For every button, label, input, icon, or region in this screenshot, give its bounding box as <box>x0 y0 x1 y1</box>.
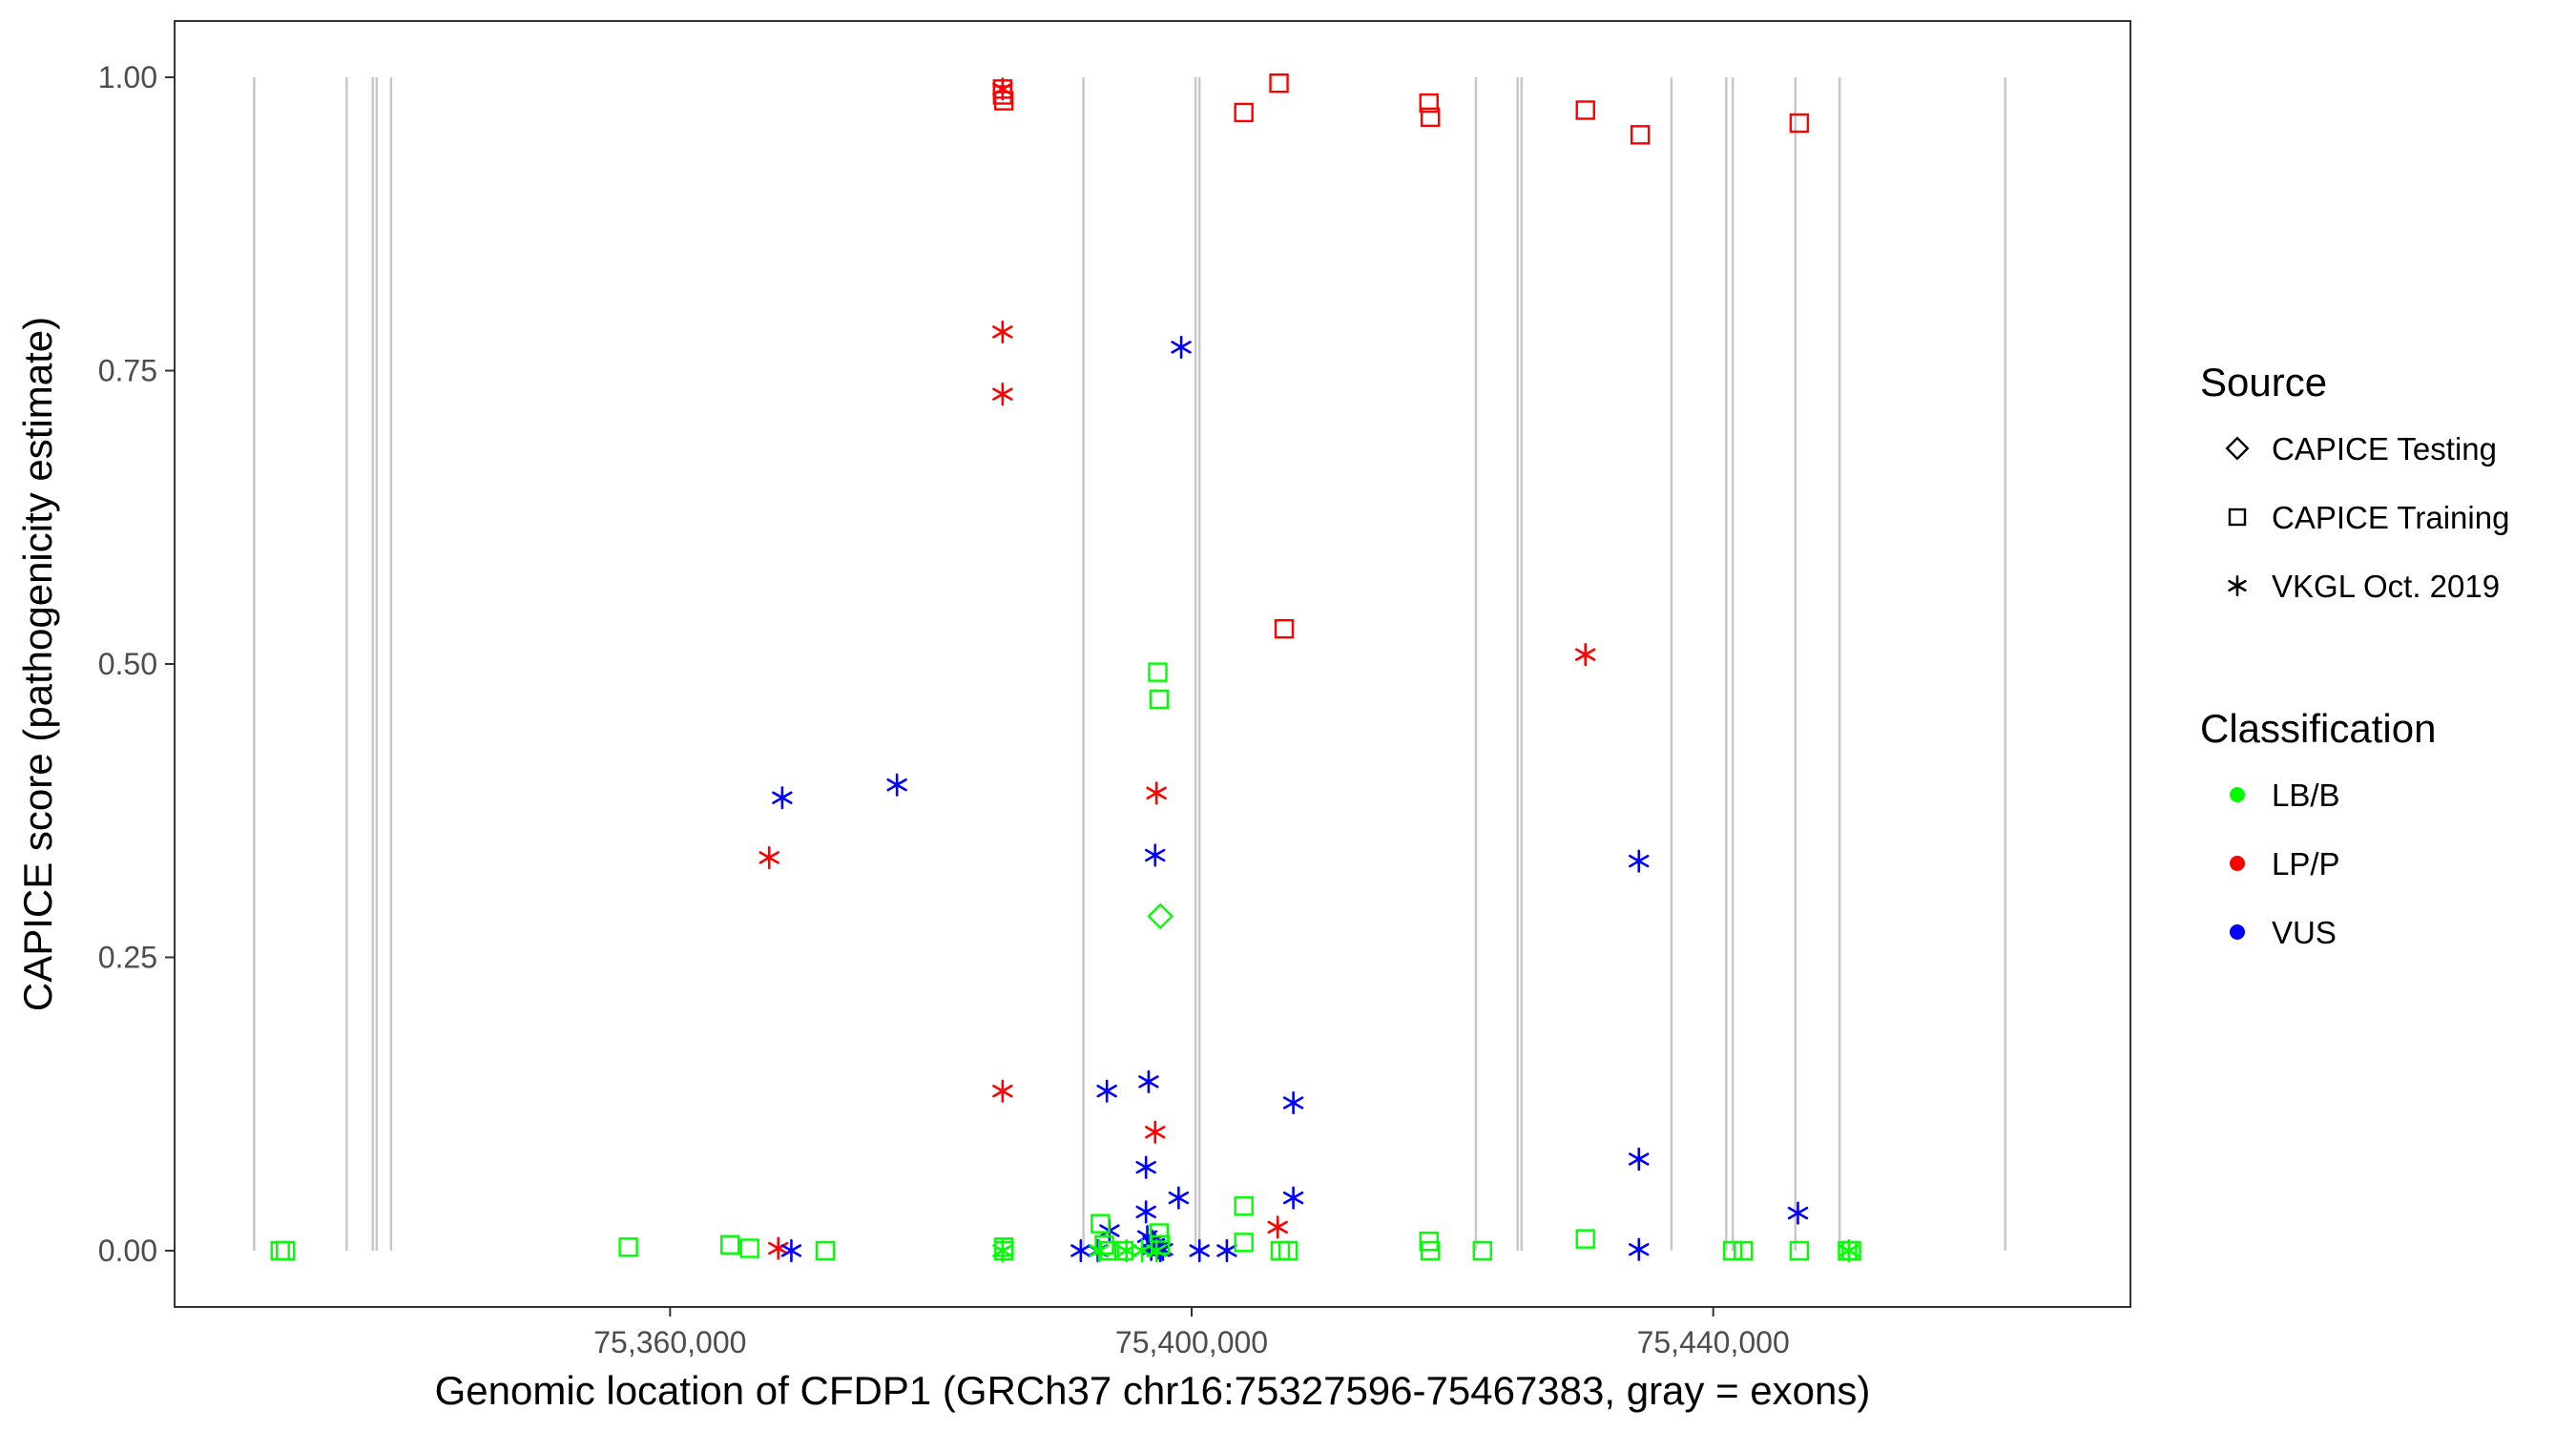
data-point <box>1575 643 1596 667</box>
legend-label: LP/P <box>2272 846 2340 881</box>
data-point <box>772 786 793 810</box>
data-point <box>1216 1238 1237 1263</box>
data-point <box>992 320 1013 344</box>
legend-key-square <box>2228 508 2247 527</box>
legend-key-dot <box>2230 924 2245 940</box>
legend-label: VUS <box>2272 915 2337 950</box>
data-point <box>1096 1079 1117 1103</box>
data-point <box>1282 1186 1304 1210</box>
x-tick-label: 75,360,000 <box>593 1325 746 1359</box>
data-point <box>992 383 1013 406</box>
data-point <box>886 773 907 797</box>
legend-key-dot <box>2230 787 2245 802</box>
data-point <box>1234 102 1254 123</box>
data-point <box>815 1240 836 1261</box>
data-point <box>1789 1240 1810 1261</box>
data-point <box>1147 902 1174 930</box>
data-point <box>1113 1240 1134 1261</box>
legend-key-asterisk <box>2228 575 2247 596</box>
legend: Source CAPICE Testing CAPICE Training VKGL … <box>2200 360 2509 950</box>
data-point <box>1089 1238 1110 1263</box>
legend-label: VKGL Oct. 2019 <box>2272 569 2500 604</box>
data-point <box>992 77 1013 101</box>
y-tick-label: 1.00 <box>98 60 157 94</box>
data-point <box>1278 1240 1298 1261</box>
legend-label: LB/B <box>2272 778 2340 813</box>
legend-title-source: Source <box>2200 360 2327 404</box>
data-point <box>1269 73 1289 93</box>
legend-title-classification: Classification <box>2200 706 2436 751</box>
data-point <box>1472 1240 1492 1261</box>
exon-lines <box>253 77 2007 1251</box>
data-point <box>618 1237 638 1257</box>
data-point <box>1189 1238 1210 1263</box>
data-point <box>1629 849 1650 873</box>
data-point <box>1234 1233 1254 1253</box>
data-point <box>992 1238 1013 1263</box>
data-point <box>1115 1238 1137 1263</box>
data-point <box>1070 1238 1091 1263</box>
data-point <box>1839 1238 1859 1263</box>
data-point <box>1145 843 1166 867</box>
y-tick-label: 0.25 <box>98 940 157 974</box>
legend-label: CAPICE Testing <box>2272 431 2497 467</box>
data-point <box>1575 1229 1595 1249</box>
y-tick-label: 0.75 <box>98 354 157 388</box>
data-point <box>1575 100 1595 120</box>
data-point <box>1146 1238 1167 1263</box>
data-point <box>758 845 779 870</box>
data-point <box>1135 1155 1156 1179</box>
data-point <box>1138 1069 1159 1093</box>
data-point <box>739 1238 759 1258</box>
legend-key-dot <box>2230 856 2245 871</box>
y-axis-title: CAPICE score (pathogenicity estimate) <box>15 317 60 1011</box>
data-point <box>1148 662 1168 682</box>
x-axis: 75,360,000 75,400,000 75,440,000 <box>593 1307 1790 1359</box>
data-point <box>1145 1120 1166 1144</box>
data-point <box>1171 335 1192 360</box>
y-tick-label: 0.00 <box>98 1234 157 1268</box>
data-point <box>1135 1200 1156 1224</box>
data-point <box>1629 1237 1650 1261</box>
data-point <box>1630 125 1651 145</box>
data-point <box>1234 1196 1254 1216</box>
data-point <box>1282 1090 1304 1115</box>
x-tick-label: 75,400,000 <box>1115 1325 1268 1359</box>
data-point <box>993 1240 1014 1261</box>
data-point <box>1168 1186 1190 1210</box>
data-point <box>1733 1240 1754 1261</box>
y-tick-label: 0.50 <box>98 647 157 681</box>
data-point <box>720 1234 740 1255</box>
data-point <box>993 91 1014 111</box>
legend-label: CAPICE Training <box>2272 500 2509 535</box>
data-point <box>768 1236 789 1260</box>
data-point <box>1419 93 1439 114</box>
x-axis-title: Genomic location of CFDP1 (GRCh37 chr16:… <box>435 1368 1871 1413</box>
legend-key-diamond <box>2225 436 2250 461</box>
data-point <box>1420 1240 1441 1261</box>
data-point <box>1629 1147 1650 1172</box>
data-point <box>1149 689 1170 710</box>
data-point <box>275 1240 296 1261</box>
data-point <box>1722 1240 1743 1261</box>
y-axis: 0.00 0.25 0.50 0.75 1.00 <box>98 60 175 1268</box>
data-point <box>1841 1240 1861 1261</box>
data-point <box>1274 618 1295 639</box>
data-point <box>1149 1223 1170 1243</box>
data-point <box>1787 1201 1809 1225</box>
data-point <box>992 1079 1013 1103</box>
x-tick-label: 75,440,000 <box>1637 1325 1790 1359</box>
data-point <box>1267 1215 1288 1239</box>
data-points <box>270 73 1861 1263</box>
data-point <box>1091 1213 1111 1234</box>
data-point <box>1789 113 1810 134</box>
data-point <box>780 1238 802 1263</box>
data-point <box>1420 107 1441 128</box>
data-point <box>1146 781 1167 805</box>
